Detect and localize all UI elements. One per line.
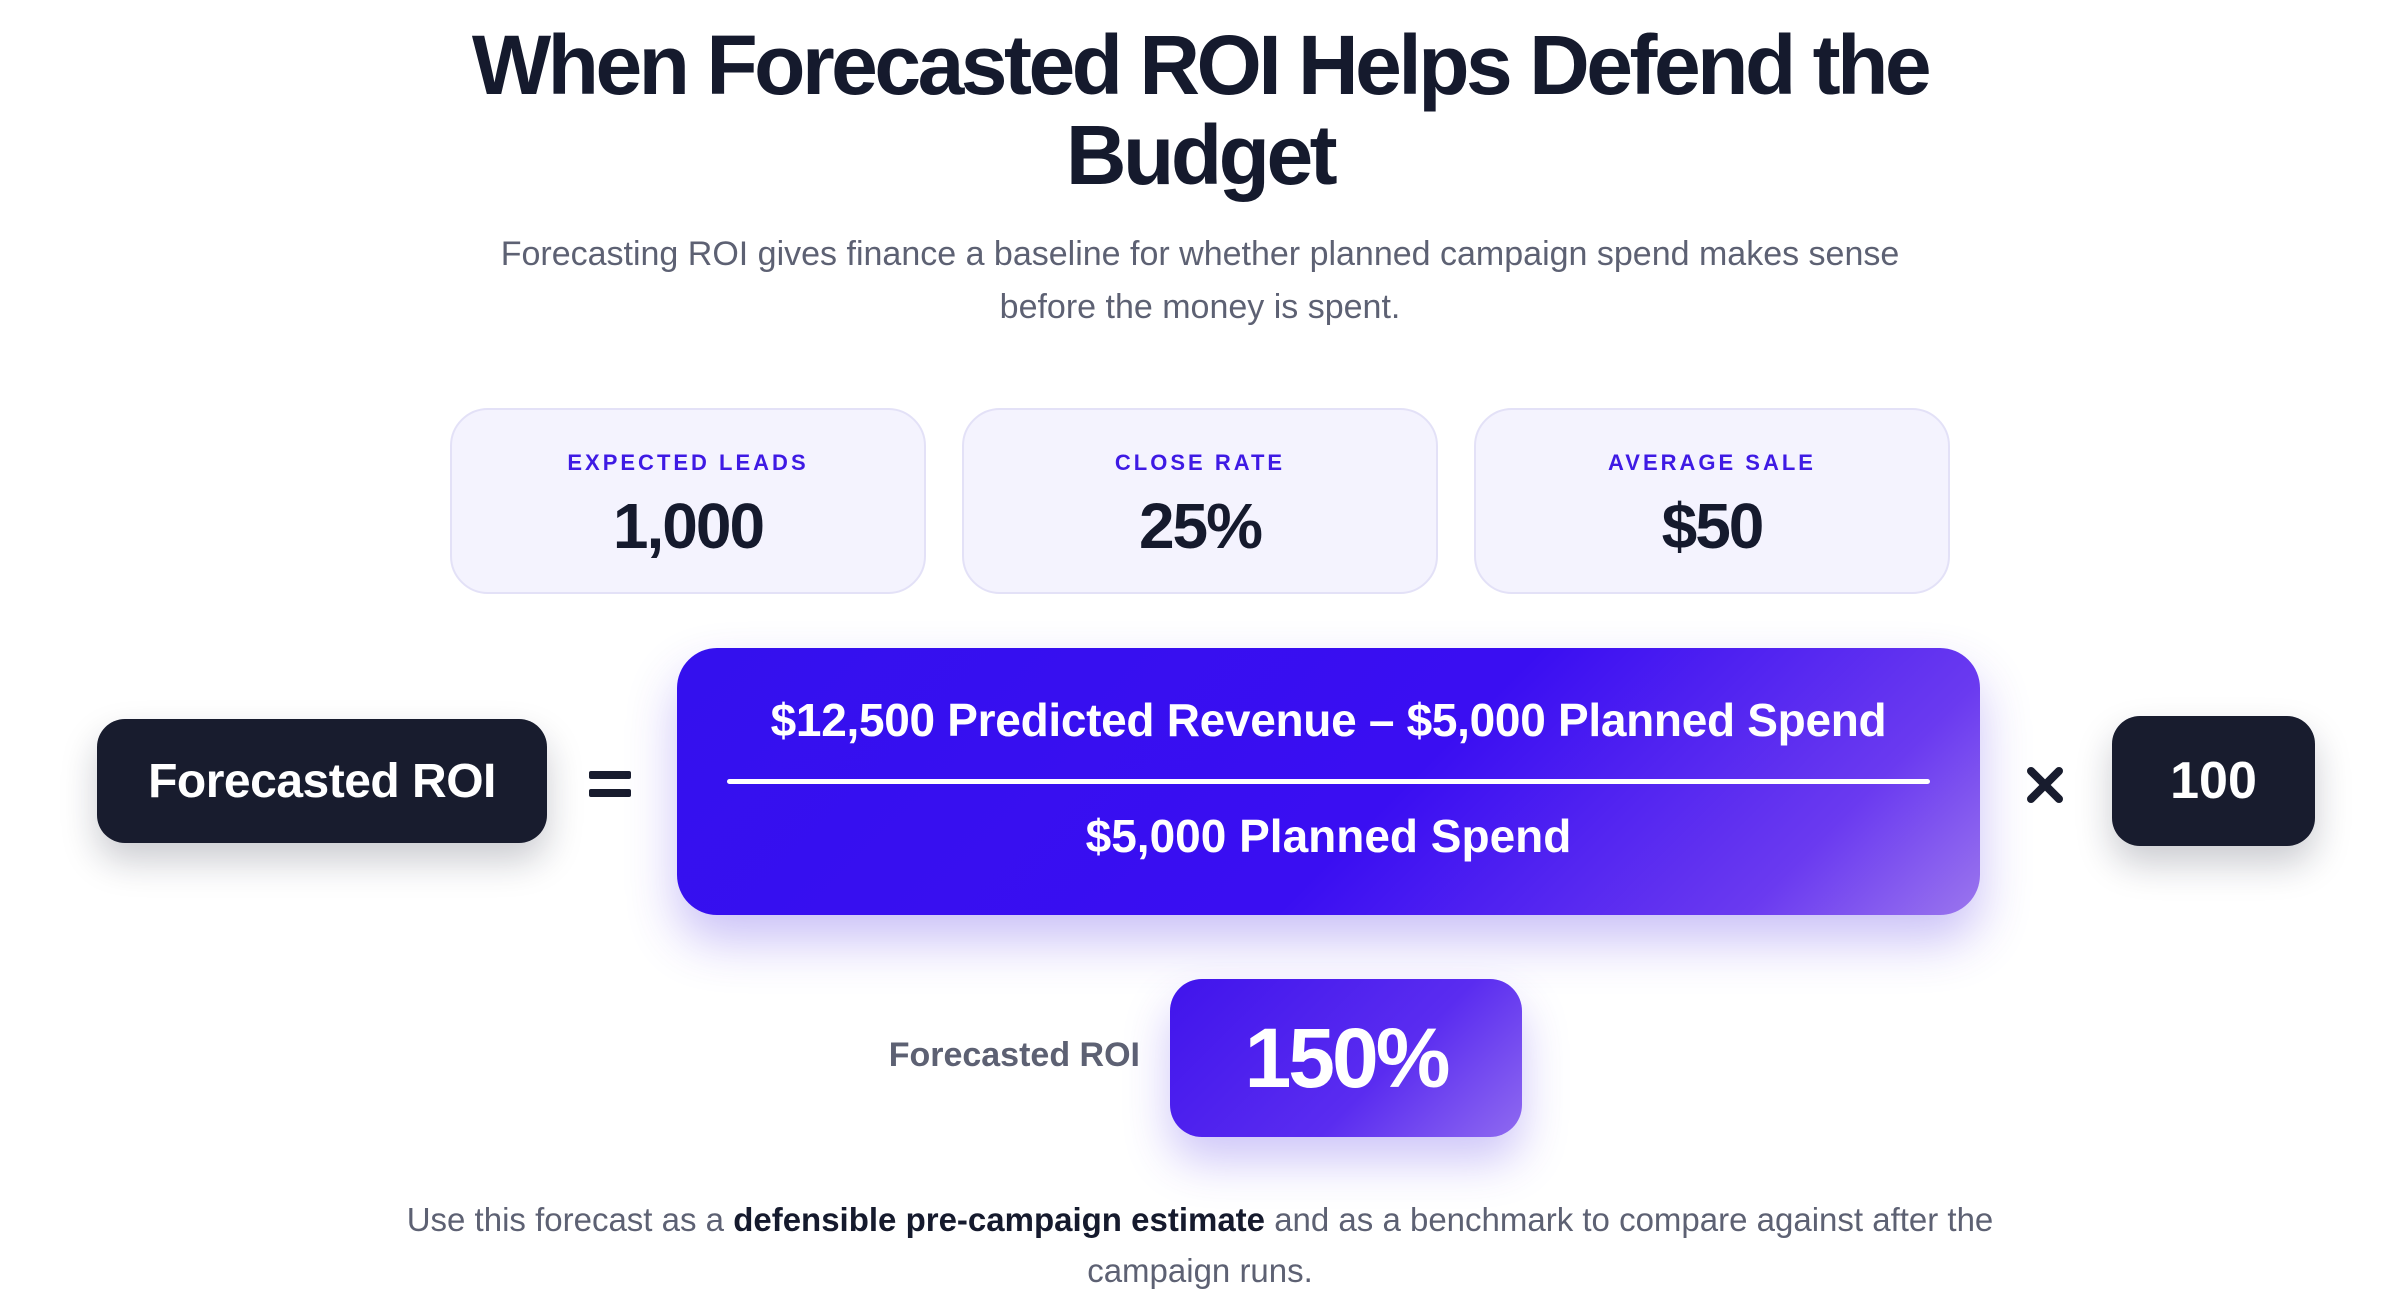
formula-multiplier-pill: 100 — [2112, 716, 2315, 846]
stat-card-average-sale: AVERAGE SALE $50 — [1474, 408, 1950, 594]
footnote-text: and as a benchmark to compare against af… — [1087, 1201, 1994, 1289]
stat-label: CLOSE RATE — [1114, 450, 1286, 475]
stat-card-expected-leads: EXPECTED LEADS 1,000 — [450, 408, 926, 594]
fraction-divider — [727, 779, 1930, 784]
equals-icon — [575, 744, 645, 824]
result-value-pill: 150% — [1170, 979, 1522, 1137]
formula-denominator: $5,000 Planned Spend — [1085, 810, 1572, 862]
page-subtitle: Forecasting ROI gives finance a baseline… — [500, 235, 1900, 326]
stat-card-close-rate: CLOSE RATE 25% — [962, 408, 1438, 594]
formula-lhs-pill: Forecasted ROI — [97, 719, 547, 843]
formula-numerator: $12,500 Predicted Revenue – $5,000 Plann… — [770, 694, 1887, 746]
result-label: Forecasted ROI — [888, 1036, 1140, 1074]
stat-value: 1,000 — [612, 490, 765, 562]
stat-label: EXPECTED LEADS — [567, 450, 809, 475]
footnote-text: Use this forecast as a — [406, 1201, 734, 1238]
stat-value: 25% — [1138, 490, 1263, 562]
page-title: When Forecasted ROI Helps Defend the Bud… — [471, 18, 1932, 202]
stat-label: AVERAGE SALE — [1608, 450, 1816, 475]
stat-value: $50 — [1661, 490, 1765, 562]
footnote: Use this forecast as a defensible pre-ca… — [380, 1194, 2020, 1296]
formula-fraction: $12,500 Predicted Revenue – $5,000 Plann… — [677, 648, 1980, 915]
footnote-emphasis: defensible pre-campaign estimate — [733, 1201, 1266, 1238]
multiply-icon — [2010, 750, 2080, 820]
